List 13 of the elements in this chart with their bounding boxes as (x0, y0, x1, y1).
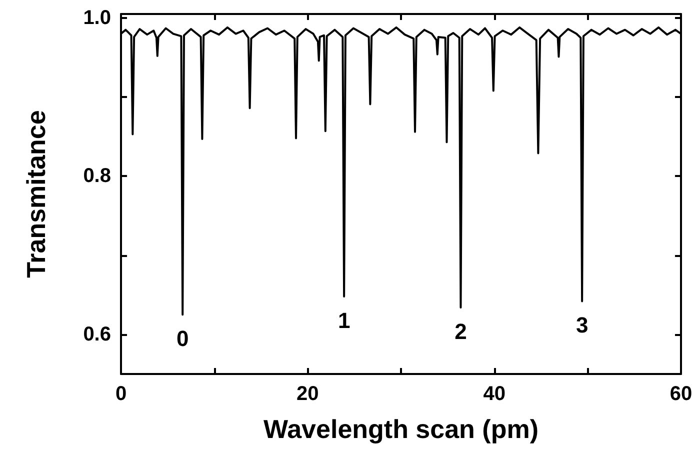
annotation: 0 (176, 326, 189, 352)
y-tick-label: 0.8 (83, 165, 111, 188)
x-tick-label: 40 (483, 383, 506, 405)
x-tick-label: 20 (296, 383, 319, 405)
annotation: 2 (454, 319, 467, 344)
x-axis-title: Wavelength scan (pm) (264, 414, 538, 444)
x-tick-label: 0 (115, 383, 127, 405)
y-tick-label: 0.6 (83, 323, 111, 346)
y-axis-title: Transmitance (21, 110, 51, 278)
y-tick-label: 1.0 (83, 6, 111, 29)
annotation: 1 (338, 308, 350, 333)
x-tick-label: 60 (670, 383, 692, 405)
annotation: 3 (576, 312, 588, 338)
